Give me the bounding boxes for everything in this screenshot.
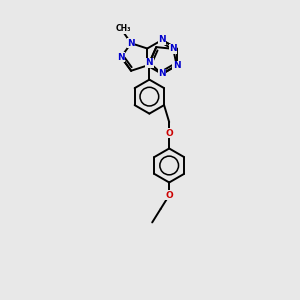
Text: O: O xyxy=(165,129,173,138)
Text: N: N xyxy=(146,58,153,67)
Text: CH₃: CH₃ xyxy=(115,24,131,33)
Text: O: O xyxy=(165,191,173,200)
Text: N: N xyxy=(127,39,135,48)
Text: N: N xyxy=(117,52,125,62)
Text: N: N xyxy=(169,44,177,53)
Text: N: N xyxy=(158,70,166,79)
Text: N: N xyxy=(173,61,181,70)
Text: N: N xyxy=(158,35,166,44)
